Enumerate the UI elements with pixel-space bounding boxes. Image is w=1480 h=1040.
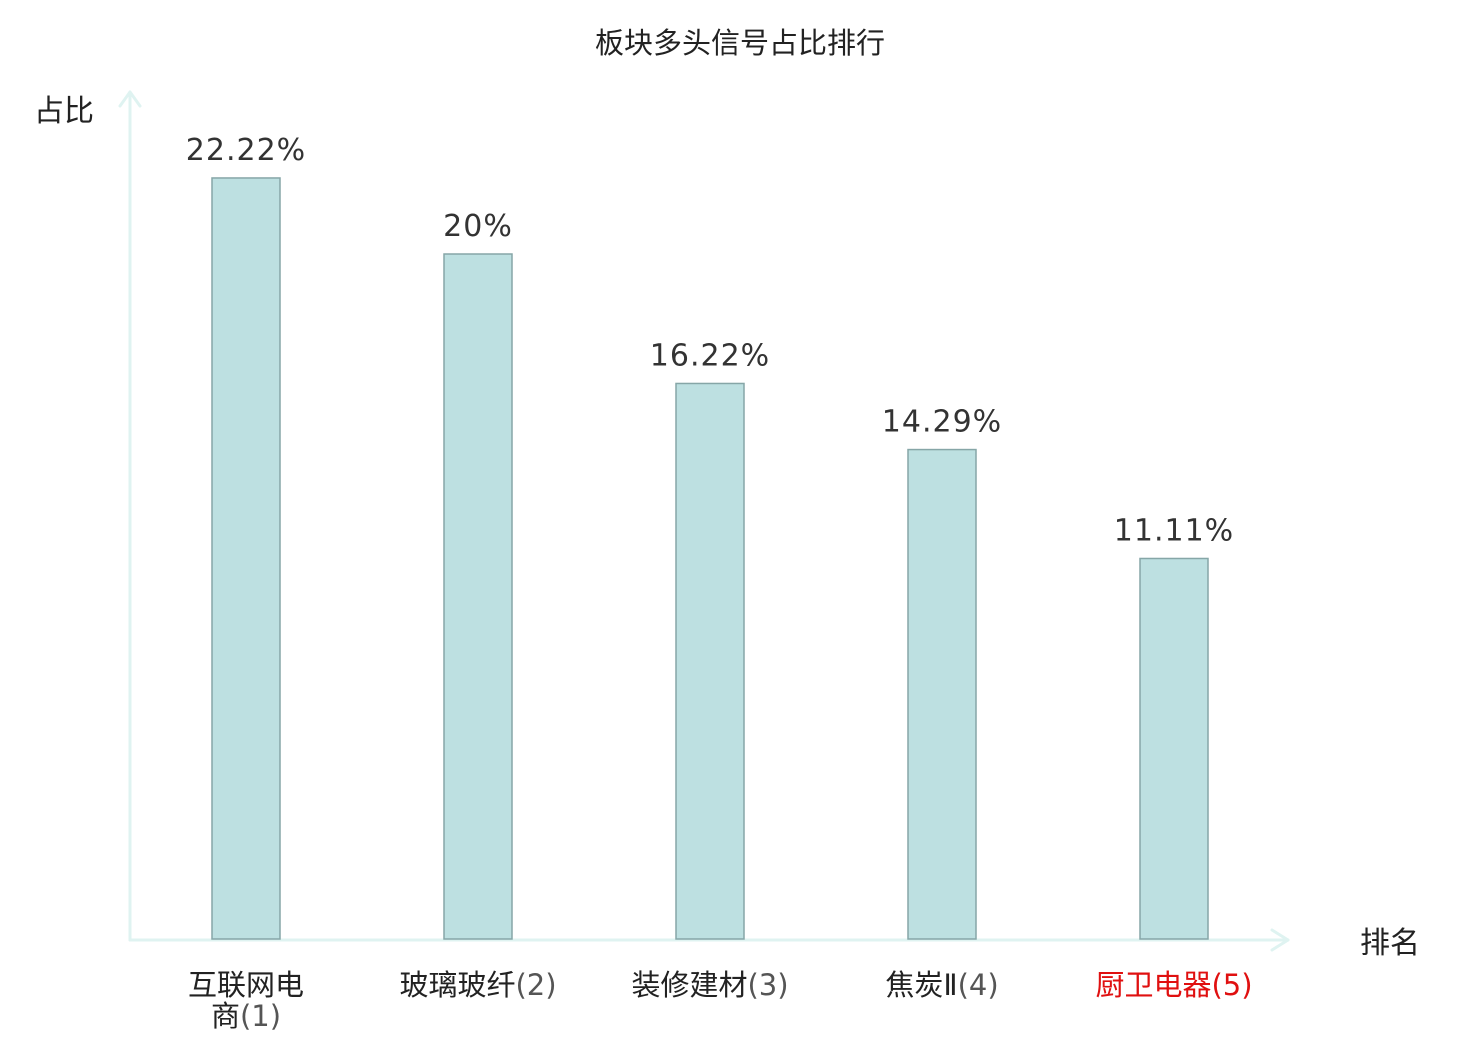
value-label-5: 11.11% (1114, 513, 1234, 548)
bar-1 (211, 177, 281, 940)
bar-marks: 22.22% 互联网电商(1) 20% 玻璃玻纤(2) 16.22% 装修建材(3) 14.… (186, 133, 1253, 1033)
category-name: 厨卫电器 (1095, 968, 1211, 1002)
bar-5 (1139, 557, 1209, 940)
category-rank: (3) (747, 968, 788, 1002)
y-axis-arrow (118, 90, 142, 108)
category-label-4: 焦炭Ⅱ(4) (885, 968, 998, 1002)
value-label-4: 14.29% (882, 405, 1002, 440)
category-label-3: 装修建材(3) (631, 968, 788, 1002)
value-label-2: 20% (443, 209, 513, 244)
y-axis-label: 占比 (34, 94, 94, 129)
category-rank: (1) (240, 999, 281, 1033)
category-label-1: 互联网电商(1) (188, 968, 304, 1033)
category-name: 互联网电 (188, 968, 304, 1002)
value-label-1: 22.22% (186, 133, 306, 168)
category-name: 焦炭Ⅱ (885, 968, 957, 1002)
category-rank: (2) (515, 968, 556, 1002)
category-name: 装修建材 (631, 968, 747, 1002)
bar-2 (443, 253, 513, 940)
x-axis-label: 排名 (1360, 926, 1420, 961)
chart-title: 板块多头信号占比排行 (595, 26, 885, 60)
bar-4 (907, 448, 977, 940)
value-label-3: 16.22% (650, 338, 770, 373)
category-rank: (5) (1211, 968, 1252, 1002)
category-label-2: 玻璃玻纤(2) (399, 968, 556, 1002)
category-name: 玻璃玻纤 (399, 968, 515, 1002)
category-rank: (4) (958, 968, 999, 1002)
category-name-line2: 商 (211, 999, 240, 1033)
category-label-5: 厨卫电器(5) (1095, 968, 1252, 1002)
bar-3 (675, 382, 745, 940)
x-axis-arrow (1270, 928, 1290, 952)
